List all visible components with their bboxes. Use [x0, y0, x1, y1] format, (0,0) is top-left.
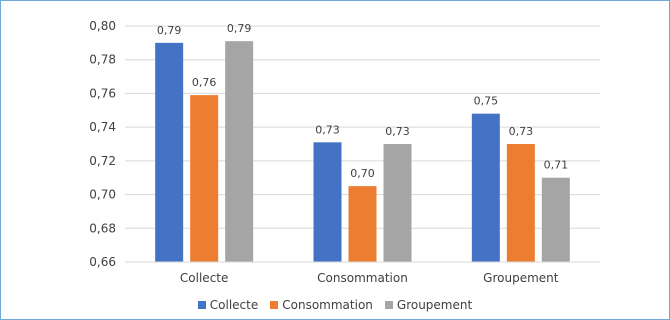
legend-label: Consommation	[282, 298, 373, 312]
bar	[225, 41, 254, 262]
legend-item: Groupement	[384, 298, 473, 312]
bar	[541, 177, 570, 262]
data-label: 0,73	[509, 125, 534, 138]
y-tick-label: 0,70	[89, 188, 116, 202]
legend-item: Collecte	[197, 298, 259, 312]
x-category-label: Collecte	[180, 271, 228, 285]
data-label: 0,71	[544, 159, 569, 172]
x-category-label: Groupement	[483, 271, 559, 285]
legend-swatch	[197, 301, 206, 309]
y-tick-label: 0,68	[89, 221, 116, 235]
data-label: 0,76	[192, 76, 217, 89]
y-tick-label: 0,76	[89, 86, 116, 100]
bar	[348, 186, 377, 262]
bar	[155, 42, 184, 262]
bar	[190, 95, 219, 262]
legend-swatch	[270, 301, 279, 309]
legend-swatch	[384, 301, 393, 309]
bar	[471, 113, 500, 263]
data-label: 0,73	[315, 123, 340, 136]
data-label: 0,79	[227, 22, 252, 35]
data-label: 0,79	[157, 24, 182, 37]
y-tick-label: 0,66	[89, 255, 116, 269]
bar	[506, 144, 535, 262]
legend-label: Collecte	[209, 298, 259, 312]
data-label: 0,75	[474, 95, 499, 108]
legend: Collecte Consommation Groupement	[0, 298, 670, 312]
data-label: 0,70	[350, 167, 375, 180]
y-tick-label: 0,78	[89, 53, 116, 67]
bar	[383, 144, 412, 262]
legend-label: Groupement	[396, 298, 473, 312]
data-label: 0,73	[385, 125, 410, 138]
y-tick-label: 0,80	[89, 19, 116, 33]
y-tick-label: 0,74	[89, 120, 116, 134]
legend-item: Consommation	[270, 298, 373, 312]
x-category-label: Consommation	[317, 271, 408, 285]
y-tick-label: 0,72	[89, 154, 116, 168]
bar	[313, 142, 342, 262]
